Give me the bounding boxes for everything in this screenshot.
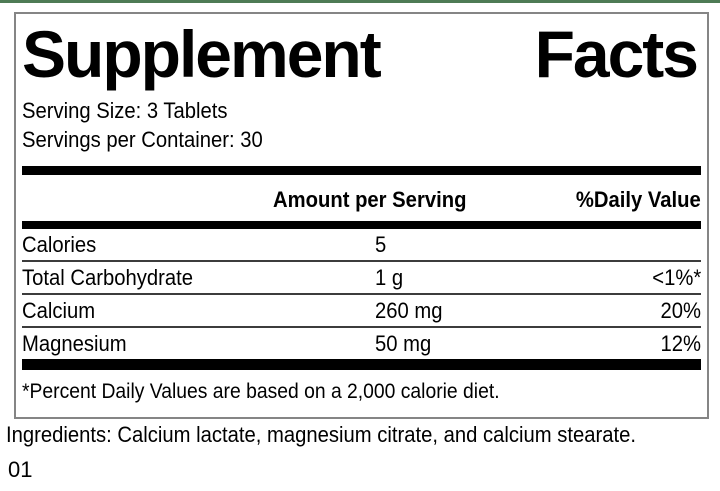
column-header-row: Amount per Serving %Daily Value — [22, 175, 701, 221]
nutrient-row-calories: Calories 5 — [22, 229, 701, 262]
daily-value-label: %Daily Value — [576, 187, 701, 212]
nutrient-amount: 50 mg — [375, 331, 432, 356]
title-word-facts: Facts — [534, 17, 699, 91]
nutrient-amount: 5 — [375, 232, 387, 257]
amount-per-serving-header: Amount per Serving — [273, 187, 483, 213]
serving-size-line: Serving Size: 3 Tablets — [22, 96, 701, 125]
serving-info: Serving Size: 3 Tablets Servings per Con… — [22, 96, 701, 154]
nutrient-amount: 260 mg — [375, 298, 443, 323]
thick-rule-top — [22, 166, 701, 175]
thick-rule-header — [22, 221, 701, 229]
nutrient-amount: 1 g — [375, 265, 404, 290]
nutrient-dv: <1%* — [652, 265, 701, 290]
nutrient-name: Total Carbohydrate — [22, 265, 194, 290]
title-word-supplement: Supplement — [22, 17, 382, 91]
nutrient-row-calcium: Calcium 260 mg 20% — [22, 295, 701, 328]
serving-size-text: Serving Size: 3 Tablets — [22, 98, 228, 123]
ingredients-text: Ingredients: Calcium lactate, magnesium … — [6, 422, 636, 447]
daily-value-header: %Daily Value — [565, 187, 701, 213]
footnote-text: *Percent Daily Values are based on a 2,0… — [22, 380, 500, 403]
thick-rule-bottom — [22, 359, 701, 370]
ingredients-line: Ingredients: Calcium lactate, magnesium … — [6, 421, 691, 449]
panel-title: Supplement Facts — [22, 17, 701, 91]
nutrient-name: Calories — [22, 232, 97, 257]
amount-per-serving-label: Amount per Serving — [273, 187, 467, 212]
servings-per-container-text: Servings per Container: 30 — [22, 127, 263, 152]
product-code: 01 — [8, 457, 33, 482]
nutrient-dv: 12% — [660, 331, 701, 356]
nutrient-row-magnesium: Magnesium 50 mg 12% — [22, 328, 701, 359]
servings-per-container-line: Servings per Container: 30 — [22, 125, 701, 154]
nutrient-name: Magnesium — [22, 331, 127, 356]
top-strip — [0, 0, 720, 3]
supplement-facts-panel: Supplement Facts Serving Size: 3 Tablets… — [14, 12, 709, 419]
nutrient-row-total-carbohydrate: Total Carbohydrate 1 g <1%* — [22, 262, 701, 295]
footnote: *Percent Daily Values are based on a 2,0… — [22, 370, 701, 405]
nutrient-name: Calcium — [22, 298, 96, 323]
nutrient-dv: 20% — [660, 298, 701, 323]
